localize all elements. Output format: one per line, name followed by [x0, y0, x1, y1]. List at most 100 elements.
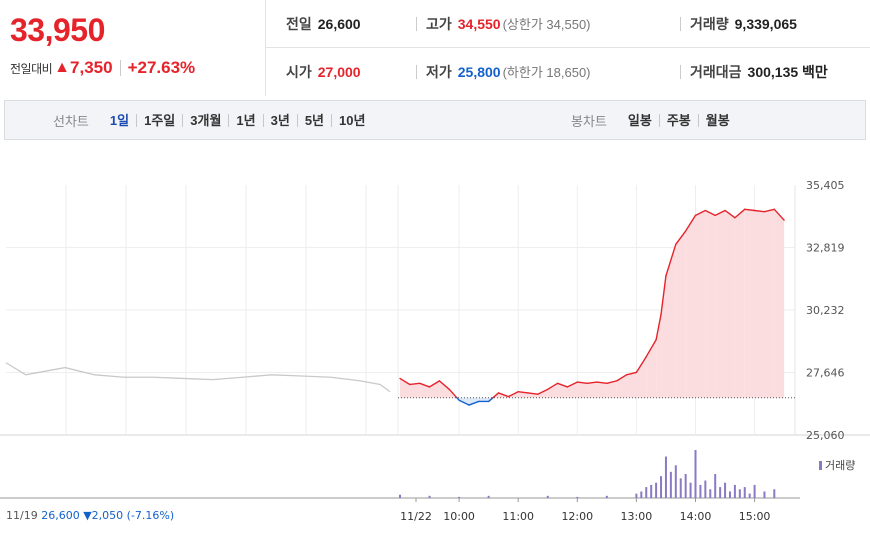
price-area-up: [429, 380, 440, 398]
volume-bar: [605, 495, 608, 498]
volume-bars: [399, 450, 776, 498]
volume-bar: [487, 495, 490, 498]
price-area-up: [646, 339, 657, 398]
price-area-up: [725, 210, 735, 398]
y-tick-label: 32,819: [806, 241, 845, 254]
y-axis-ticks: 35,405 32,819 30,232 27,646 25,060: [806, 179, 845, 442]
volume-legend-label: 거래량: [825, 459, 856, 472]
price-area-up: [537, 389, 548, 398]
price-area-up: [449, 389, 457, 398]
volume-bar: [546, 495, 549, 498]
volume-bar: [748, 493, 751, 498]
volume-bar: [399, 494, 401, 498]
volume-label: 거래량: [690, 15, 729, 32]
price-line-up: [625, 371, 638, 376]
price-line-down: [487, 397, 494, 403]
price-area-down: [478, 397, 489, 402]
volume-bar: [428, 495, 431, 498]
price-area-up: [597, 382, 607, 398]
price-area-up: [744, 209, 755, 398]
change-rate: +27.63%: [127, 58, 196, 77]
candle-monthly[interactable]: 월봉: [705, 112, 730, 128]
high-label: 고가: [426, 15, 452, 32]
volume-bar: [743, 487, 746, 498]
volume-legend: 거래량: [819, 457, 855, 473]
volume-bar: [753, 484, 756, 498]
prev-day-price-line: [5, 362, 391, 393]
prev-close-label: 전일: [286, 15, 312, 32]
y-tick-label: 27,646: [806, 367, 845, 380]
price-line-up: [635, 356, 647, 374]
x-tick-label: 10:00: [443, 510, 475, 523]
x-tick-label: 14:00: [680, 510, 712, 523]
volume-bar: [669, 471, 672, 498]
volume-bar: [684, 474, 687, 498]
low-cell: 저가 25,800 (하한가 18,650): [426, 62, 591, 82]
volume-bar: [699, 484, 702, 498]
price-line-up: [576, 381, 588, 384]
volume-bar: [674, 465, 677, 498]
price-area-up: [636, 356, 647, 398]
divider: [416, 16, 417, 31]
price-line-up: [660, 275, 667, 316]
x-tick-label: 11:00: [502, 510, 534, 523]
x-tick-label: 13:00: [621, 510, 653, 523]
volume-bar: [660, 476, 663, 498]
price-line-down: [468, 400, 480, 406]
volume-bar: [704, 480, 707, 498]
period-3y[interactable]: 3년: [264, 113, 298, 127]
price-area-up: [675, 231, 686, 398]
period-1w[interactable]: 1주일: [137, 113, 184, 127]
price-line-up: [645, 339, 657, 358]
volume-bar: [719, 487, 722, 498]
volume-bar: [458, 496, 461, 498]
prev-day-date: 11/19: [6, 509, 38, 522]
line-chart-title: 선차트: [53, 113, 89, 129]
price-line-up: [704, 209, 716, 217]
price-line-up: [448, 388, 458, 399]
price-line-up: [675, 230, 687, 246]
price-area-up: [616, 374, 627, 398]
quote-row-1: 전일 26,600 고가 34,550 (상한가 34,550) 거래량 9,3…: [266, 0, 870, 48]
prev-close-value: 26,600: [317, 15, 361, 32]
price-area-up: [695, 210, 706, 398]
volume-swatch: [819, 461, 822, 470]
volume-bar: [645, 487, 648, 498]
candle-chart-title: 봉차트: [571, 113, 607, 129]
price-area-up: [547, 383, 558, 398]
period-1d[interactable]: 1일: [103, 113, 138, 127]
price-line-up: [419, 382, 431, 388]
low-label: 저가: [426, 64, 452, 80]
price-area-up: [705, 210, 716, 398]
volume-bar: [728, 491, 731, 498]
amount-label: 거래대금: [690, 64, 742, 80]
volume-bar: [655, 482, 658, 498]
divider: [680, 16, 681, 31]
volume-bar: [694, 450, 697, 498]
x-tick-label: 11/22: [400, 510, 432, 523]
price-line-up: [714, 209, 726, 217]
volume-cell: 거래량 9,339,065: [690, 14, 797, 34]
line-chart-periods: 선차트 1일 1주일 3개월 1년 3년 5년 10년: [53, 101, 372, 139]
period-3m[interactable]: 3개월: [183, 113, 230, 127]
divider: [119, 60, 121, 76]
volume-bar: [679, 478, 682, 498]
price-line-up: [507, 391, 519, 398]
price-line-up: [556, 382, 569, 388]
period-10y[interactable]: 10년: [339, 112, 366, 128]
candle-weekly[interactable]: 주봉: [660, 113, 699, 127]
candle-daily[interactable]: 일봉: [621, 113, 660, 127]
x-axis-ticks: 11/22 10:00 11:00 12:00 13:00 14:00 15:00: [400, 498, 770, 523]
price-line-up: [438, 380, 450, 391]
period-1y[interactable]: 1년: [229, 113, 264, 127]
price-area-up: [774, 209, 785, 398]
change-label: 전일대비: [10, 61, 53, 76]
price-area-up: [557, 383, 568, 398]
price-area-up: [587, 382, 597, 398]
divider: [680, 65, 681, 79]
volume-bar: [773, 489, 776, 498]
price-area-up: [734, 209, 745, 398]
change-row: 전일대비 ▲ 7,350 +27.63%: [10, 58, 195, 78]
period-5y[interactable]: 5년: [298, 113, 333, 127]
price-line-up: [492, 392, 500, 399]
